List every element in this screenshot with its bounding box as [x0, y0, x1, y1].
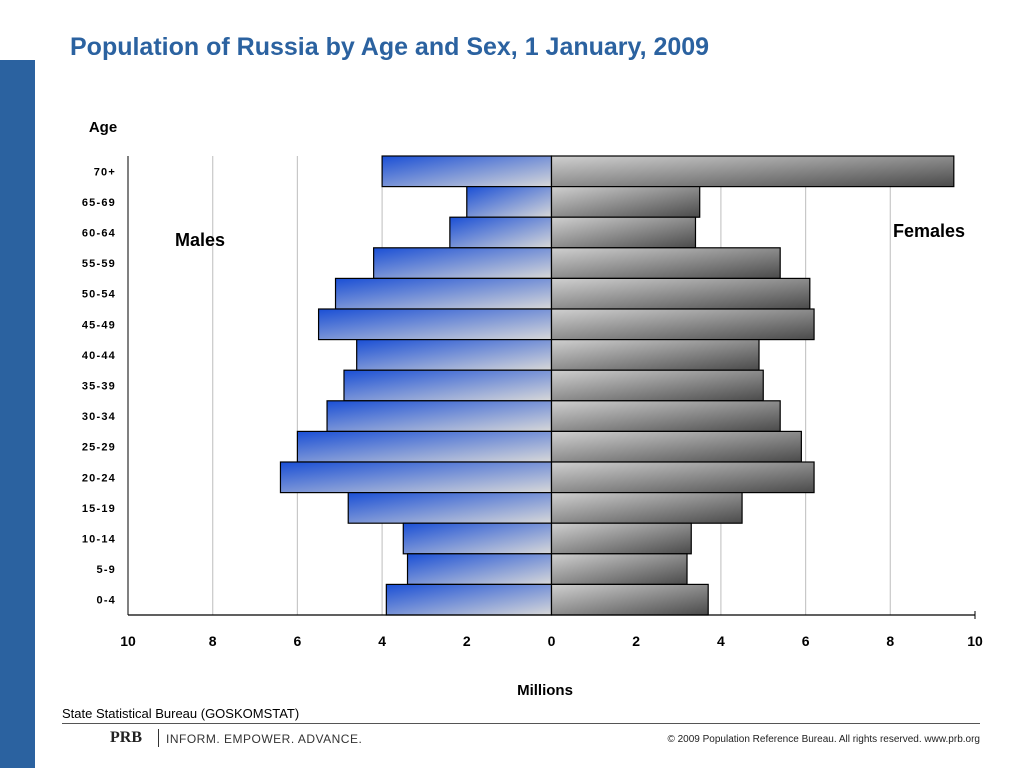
brand-logo: PRB	[110, 729, 142, 746]
male-bar-65-69	[466, 186, 553, 218]
x-tick-label: 8	[886, 633, 894, 649]
x-tick-label: 4	[717, 633, 725, 649]
x-tick-label: 6	[802, 633, 810, 649]
male-bar-35-39	[343, 369, 553, 402]
male-bar-40-44	[356, 339, 553, 371]
x-tick-label: 0	[548, 633, 556, 649]
x-tick-label: 4	[378, 633, 386, 649]
female-bar-50-54	[550, 277, 811, 310]
age-tick-label: 15-19	[82, 503, 116, 515]
labels: 70+65-6960-6455-5950-5445-4940-4435-3930…	[82, 119, 983, 699]
bars	[279, 155, 955, 616]
age-tick-label: 30-34	[82, 411, 116, 423]
brand-separator	[158, 729, 159, 747]
female-bar-5-9	[550, 553, 688, 585]
male-bar-50-54	[334, 277, 553, 310]
copyright-notice: © 2009 Population Reference Bureau. All …	[667, 734, 980, 745]
female-bar-30-34	[550, 400, 781, 432]
x-tick-label: 8	[209, 633, 217, 649]
female-bar-25-29	[550, 430, 802, 463]
axes	[127, 156, 976, 619]
male-bar-10-14	[402, 522, 553, 555]
age-tick-label: 10-14	[82, 534, 116, 546]
male-bar-25-29	[296, 430, 553, 463]
footer-divider	[62, 723, 980, 724]
female-bar-35-39	[550, 369, 764, 402]
age-tick-label: 65-69	[82, 197, 116, 209]
age-tick-label: 70+	[94, 166, 116, 178]
population-pyramid-chart: 70+65-6960-6455-5950-5445-4940-4435-3930…	[82, 119, 983, 699]
x-axis-title: Millions	[517, 682, 573, 699]
male-bar-15-19	[347, 492, 553, 524]
source-note: State Statistical Bureau (GOSKOMSTAT)	[62, 706, 300, 721]
male-bar-45-49	[317, 308, 553, 341]
age-tick-label: 35-39	[82, 381, 116, 393]
x-tick-label: 2	[632, 633, 640, 649]
male-bar-60-64	[449, 216, 553, 249]
male-bar-5-9	[406, 553, 553, 585]
x-tick-label: 2	[463, 633, 471, 649]
female-bar-40-44	[550, 339, 760, 371]
female-bar-70+	[550, 155, 955, 188]
age-tick-label: 45-49	[82, 319, 116, 331]
age-tick-label: 0-4	[97, 595, 117, 607]
age-tick-label: 20-24	[82, 472, 116, 484]
age-tick-label: 55-59	[82, 258, 116, 270]
male-bar-55-59	[373, 247, 553, 280]
female-bar-10-14	[550, 522, 692, 555]
brand-tagline: INFORM. EMPOWER. ADVANCE.	[166, 732, 363, 746]
female-bar-0-4	[550, 583, 709, 616]
age-tick-label: 50-54	[82, 289, 116, 301]
series-label-females: Females	[893, 221, 965, 241]
female-bar-55-59	[550, 247, 781, 280]
male-bar-20-24	[279, 461, 553, 494]
male-bar-0-4	[385, 583, 553, 616]
x-tick-label: 10	[967, 633, 983, 649]
page-title: Population of Russia by Age and Sex, 1 J…	[70, 33, 710, 61]
age-tick-label: 40-44	[82, 350, 116, 362]
x-tick-label: 6	[294, 633, 302, 649]
series-label-males: Males	[175, 230, 225, 250]
female-bar-45-49	[550, 308, 815, 341]
age-tick-label: 60-64	[82, 228, 116, 240]
female-bar-15-19	[550, 492, 743, 524]
y-axis-title: Age	[89, 119, 117, 136]
side-accent-bar	[0, 60, 35, 768]
female-bar-65-69	[550, 186, 701, 218]
age-tick-label: 5-9	[97, 564, 117, 576]
male-bar-70+	[381, 155, 553, 188]
female-bar-60-64	[550, 216, 697, 249]
female-bar-20-24	[550, 461, 815, 494]
x-tick-label: 10	[120, 633, 136, 649]
age-tick-label: 25-29	[82, 442, 116, 454]
male-bar-30-34	[326, 400, 553, 432]
